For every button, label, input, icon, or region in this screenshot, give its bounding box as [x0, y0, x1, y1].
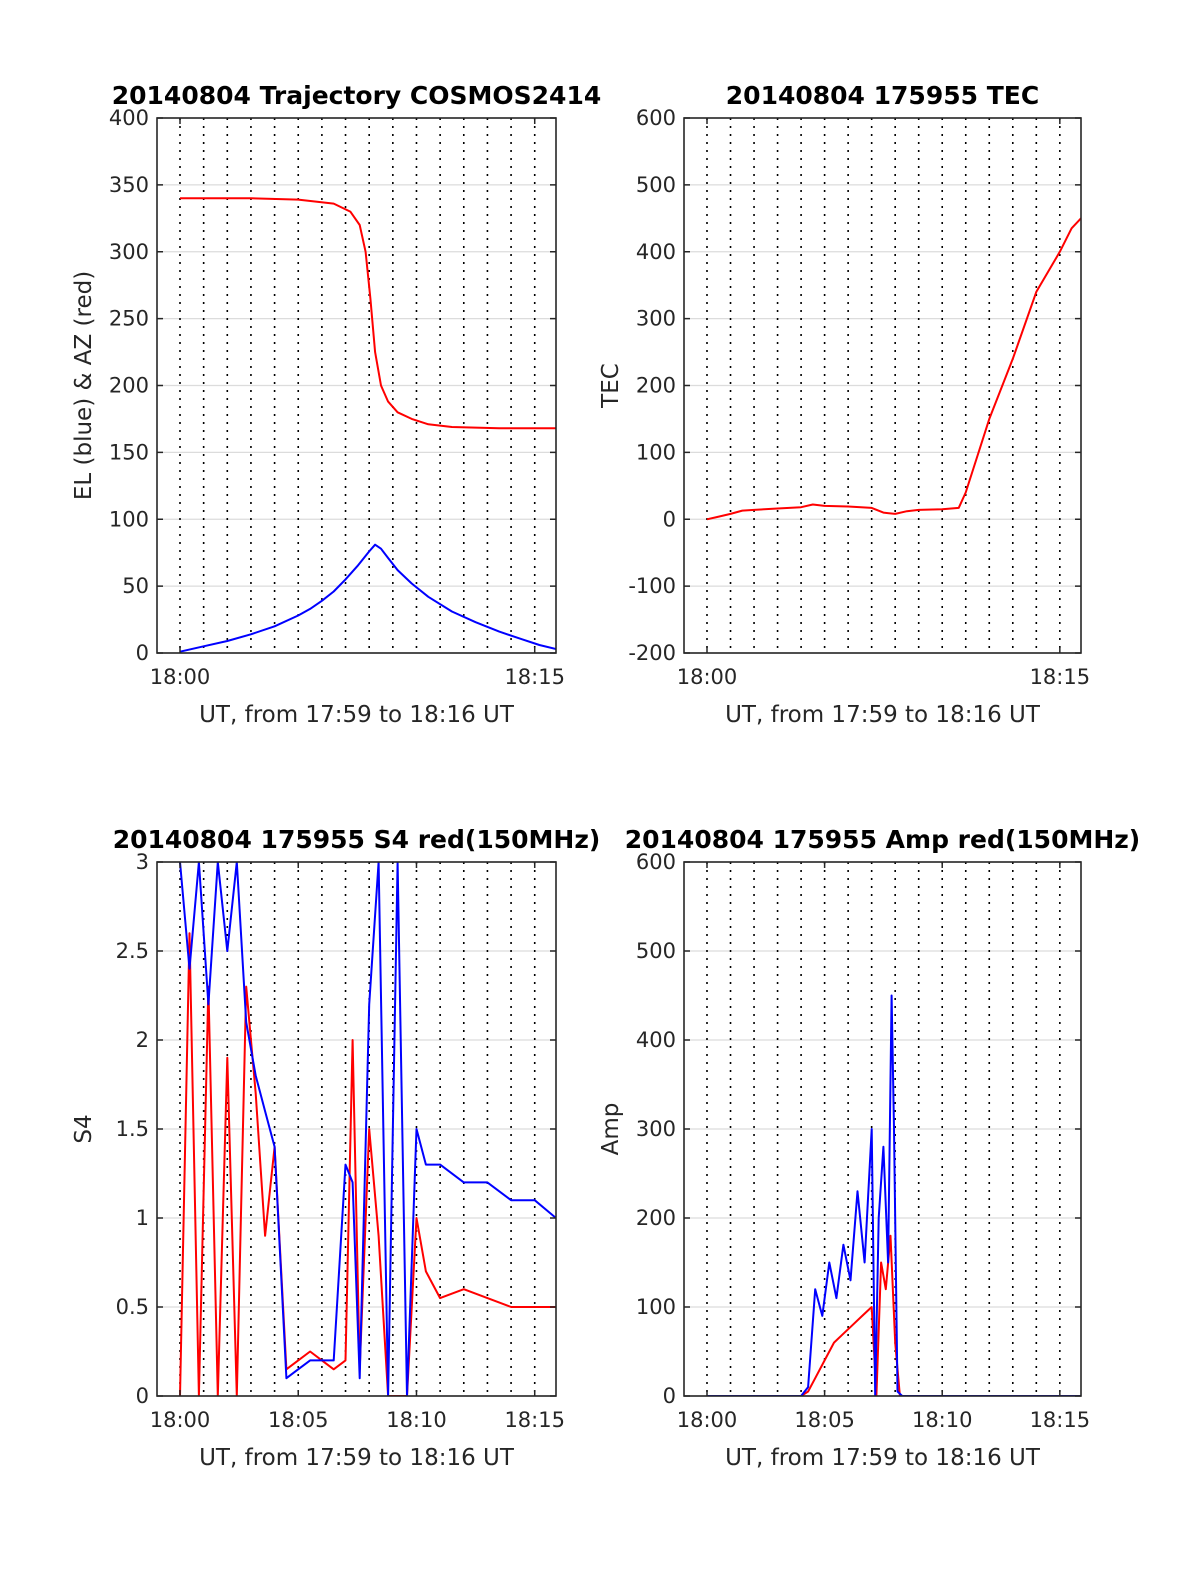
- chart-title: 20140804 175955 TEC: [726, 81, 1039, 110]
- y-tick-label: 0.5: [116, 1295, 149, 1319]
- y-tick-label: 400: [636, 1028, 676, 1052]
- x-axis-label: UT, from 17:59 to 18:16 UT: [199, 702, 515, 728]
- panel-3: 0 0.5 1 1.5 2 2.5 3 18:00 18:05 18:10 18:15 2014080…: [71, 825, 600, 1471]
- y-tick-label: 300: [109, 240, 149, 264]
- x-tick-label: 18:15: [504, 665, 565, 689]
- x-tick-label: 18:10: [912, 1408, 973, 1432]
- y-tick-label: 2: [136, 1028, 149, 1052]
- y-tick-label: 100: [636, 440, 676, 464]
- y-axis-label: TEC: [598, 363, 624, 409]
- y-tick-label: 600: [636, 106, 676, 130]
- y-tick-label: 2.5: [116, 939, 149, 963]
- x-axis-label: UT, from 17:59 to 18:16 UT: [725, 1445, 1041, 1471]
- panel-4: 0 100 200 300 400 500 600 18:00 18:05 18:10 18:15 2…: [598, 825, 1140, 1471]
- series-line-2: [179, 543, 556, 653]
- y-tick-label: 200: [109, 374, 149, 398]
- y-tick-label: 0: [663, 1384, 676, 1408]
- y-tick-label: 300: [636, 1117, 676, 1141]
- x-tick-label: 18:15: [1030, 665, 1091, 689]
- y-tick-label: -200: [628, 641, 676, 665]
- y-tick-label: 400: [636, 240, 676, 264]
- x-tick-label: 18:00: [677, 1408, 738, 1432]
- y-tick-label: 3: [136, 850, 149, 874]
- y-axis-label: Amp: [598, 1103, 624, 1156]
- y-tick-label: 0: [136, 641, 149, 665]
- chart-title: 20140804 Trajectory COSMOS2414: [112, 81, 602, 110]
- x-axis-label: UT, from 17:59 to 18:16 UT: [725, 702, 1041, 728]
- y-tick-label: 500: [636, 939, 676, 963]
- y-tick-label: 50: [122, 574, 149, 598]
- y-tick-label: 150: [109, 440, 149, 464]
- x-tick-label: 18:15: [504, 1408, 565, 1432]
- y-tick-label: 0: [663, 507, 676, 531]
- y-tick-label: 250: [109, 307, 149, 331]
- y-tick-label: -100: [628, 574, 676, 598]
- x-axis-label: UT, from 17:59 to 18:16 UT: [199, 1445, 515, 1471]
- x-tick-label: 18:00: [677, 665, 738, 689]
- series-line-1: [707, 1234, 1081, 1396]
- y-tick-label: 400: [109, 106, 149, 130]
- chart-title: 20140804 175955 Amp red(150MHz): [625, 825, 1141, 854]
- x-tick-label: 18:00: [150, 665, 211, 689]
- series-line-2: [179, 862, 556, 1396]
- y-tick-label: 1: [136, 1206, 149, 1230]
- y-tick-label: 600: [636, 850, 676, 874]
- chart-title: 20140804 175955 S4 red(150MHz): [113, 825, 601, 854]
- x-tick-label: 18:10: [386, 1408, 447, 1432]
- y-tick-label: 100: [109, 507, 149, 531]
- panel-2: -200 -100 0 100 200 300 400 500 600 18:00 18:15 201…: [598, 81, 1090, 728]
- panel-1: 0 50 100 150 200 250 300 350 400 18:00 18:15 201408…: [71, 81, 601, 728]
- y-tick-label: 200: [636, 1206, 676, 1230]
- y-tick-label: 200: [636, 374, 676, 398]
- x-tick-label: 18:05: [794, 1408, 855, 1432]
- series-line-1: [179, 932, 556, 1396]
- series-line-1: [706, 217, 1081, 521]
- x-tick-label: 18:00: [150, 1408, 211, 1432]
- y-tick-label: 100: [636, 1295, 676, 1319]
- x-tick-label: 18:05: [268, 1408, 329, 1432]
- y-axis-label: EL (blue) & AZ (red): [71, 271, 97, 500]
- y-tick-label: 0: [136, 1384, 149, 1408]
- y-tick-label: 300: [636, 307, 676, 331]
- y-tick-label: 500: [636, 173, 676, 197]
- y-tick-label: 1.5: [116, 1117, 149, 1141]
- y-tick-label: 350: [109, 173, 149, 197]
- series-line-1: [180, 197, 556, 430]
- y-axis-label: S4: [71, 1114, 97, 1143]
- series-line-2: [707, 994, 1081, 1396]
- x-tick-label: 18:15: [1030, 1408, 1091, 1432]
